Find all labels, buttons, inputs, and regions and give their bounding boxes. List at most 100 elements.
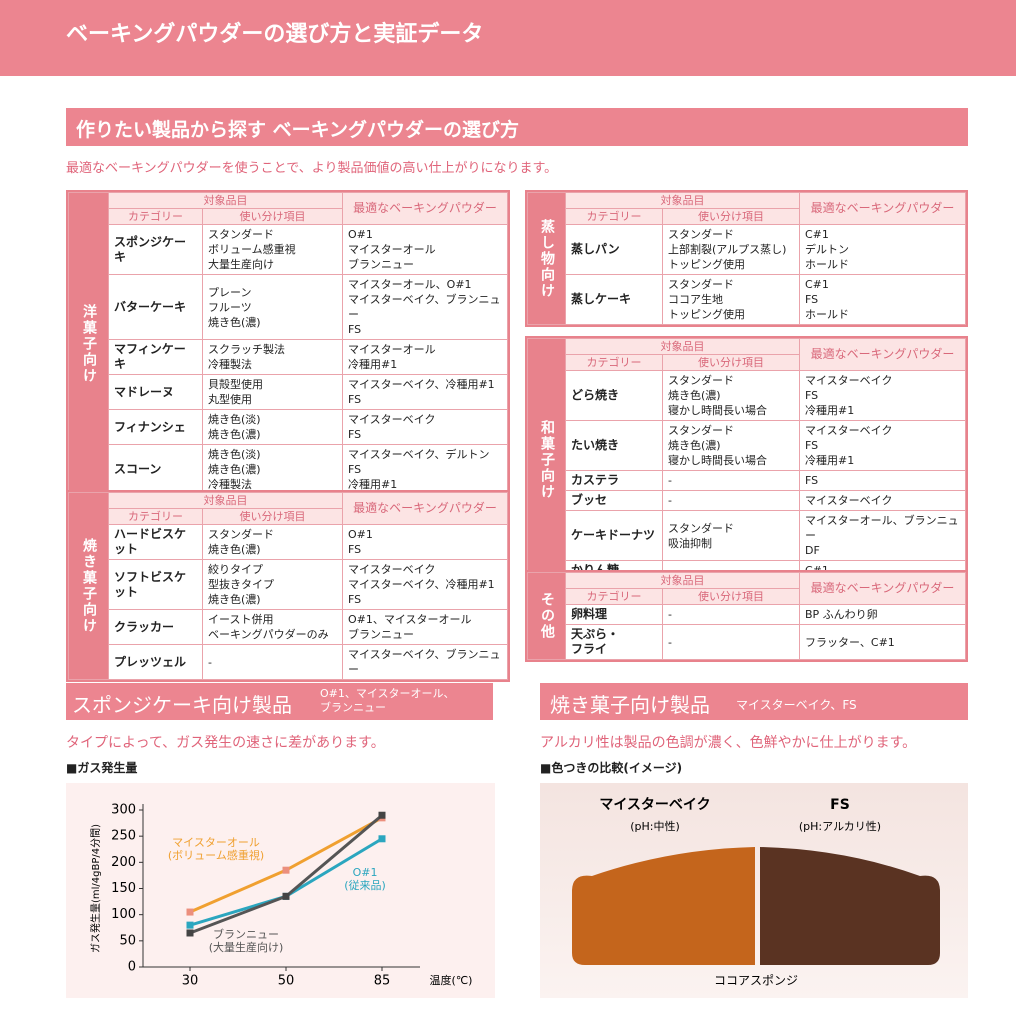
usage: イースト併用ベーキングパウダーのみ [202,609,343,645]
line: フライ [571,642,608,656]
sponge-bar: スポンジケーキ向け製品 O#1、マイスターオール、 ブランニュー [66,683,493,720]
line: 吸油抑制 [668,536,712,550]
baked-bar: 焼き菓子向け製品 マイスターベイク、FS [540,683,968,720]
usage: プレーン フルーツ 焼き色(濃) [202,274,343,340]
line: C#1 [805,278,829,291]
header-row: 蒸し物向け 対象品目 最適なベーキングパウダー [527,192,966,325]
row: 卵料理 - BP ふんわり卵 [528,604,966,625]
point [378,811,386,819]
line: - [668,608,672,621]
header-cell: 使い分け項目 [662,208,800,225]
product: バターケーキ [108,274,203,340]
header-cell: 対象品目 [565,192,800,209]
usage: 焼き色(淡) 焼き色(濃) [202,409,343,445]
powder: マイスターベイク FS [342,409,508,445]
powder: O#1、マイスターオール ブランニュー [342,609,508,645]
product: マフィンケーキ [108,339,203,375]
y-tick-label: 100 [111,907,136,922]
powder: マイスターベイク マイスターベイク、冷種用#1 FS [342,559,508,610]
line: - [668,494,672,507]
gas-chart: 0 50 100 150 200 250 300 30 50 85 ガス発生量(ml/4gBP/4分… [66,783,495,998]
line: - [208,655,212,669]
line: 焼き色(濃) [668,389,721,402]
line: 焼き色(淡) [208,413,261,426]
product: 蒸しケーキ [565,274,663,325]
line: マフィンケーキ [114,342,186,371]
line: 冷種用#1 [348,478,398,491]
line: フラッター、C#1 [805,635,895,649]
row: 蒸しパン スタンダード 上部割裂(アルプス蒸し) トッピング使用 C#1 デルトン ホールド [528,224,966,275]
section-title: 作りたい製品から探す ベーキングパウダーの選び方 [76,119,520,141]
header-cell: 使い分け項目 [202,508,343,525]
line: 焼き色(濃) [208,463,261,476]
series-label: O#1 [353,866,378,879]
product: マドレーヌ [108,374,203,410]
line: - [668,635,672,649]
usage: 焼き色(淡) 焼き色(濃) 冷種製法 [202,444,343,495]
line: 焼き色(淡) [208,448,261,461]
header-cell: 最適なベーキングパウダー [342,192,508,225]
header-row: 和菓子向け 対象品目 最適なベーキングパウダー [527,338,966,581]
cake-right [760,847,940,965]
usage: スタンダード ココア生地 トッピング使用 [662,274,800,325]
line: 蒸しケーキ [571,292,632,306]
series-label: ブランニュー [213,927,279,941]
usage: - [662,624,800,660]
line: フィナンシェ [114,419,186,434]
series-note: (大量生産向け) [209,940,284,954]
line: トッピング使用 [668,308,745,321]
header-cell: カテゴリー [108,508,203,525]
baked-description: アルカリ性は製品の色調が濃く、色鮮やかに仕上がります。 [540,735,917,751]
line: フルーツ [208,300,252,314]
line: O#1 [348,228,373,241]
line: ベーキングパウダーのみ [208,628,329,641]
line: マイスターベイク、デルトン [348,448,490,461]
header-cell: 対象品目 [565,338,800,355]
sponge-title: スポンジケーキ向け製品 [72,693,292,717]
line: スタンダード [668,228,734,241]
header-cell: 使い分け項目 [662,354,800,371]
line: ブランニュー [348,628,414,641]
table-block: 和菓子向け 対象品目 最適なベーキングパウダー カテゴリー 使い分け項目 どら焼き スタンダ… [525,336,968,583]
product: O#1、マイスターオール、 [320,687,455,700]
line: 焼き色(濃) [668,439,721,452]
usage: スタンダード 焼き色(濃) 寝かし時間長い場合 [662,370,800,421]
point [378,835,386,843]
line: マイスターベイク [348,413,436,426]
header-cell: 最適なベーキングパウダー [799,192,966,225]
powder: マイスターベイク FS 冷種用#1 [799,370,966,421]
line: マイスターオール [348,243,436,256]
usage: スタンダード ボリューム感重視 大量生産向け [202,224,343,275]
line: 冷種製法 [208,478,252,491]
row: 天ぷら・ フライ - フラッター、C#1 [528,624,966,660]
line: FS [805,439,819,452]
product: 蒸しパン [565,224,663,275]
line: マイスターオール、ブランニュー [805,514,959,542]
line: 冷種製法 [208,358,252,371]
cake-left [572,847,755,965]
line: 焼き色(濃) [208,315,261,329]
line: プレッツェル [114,654,187,669]
line: マイスターオール、O#1 [348,278,472,291]
table-block: 蒸し物向け 対象品目 最適なベーキングパウダー カテゴリー 使い分け項目 蒸しパン スタンダ… [525,190,968,327]
line: イースト併用 [208,613,274,626]
x-tick-label: 30 [182,974,199,989]
header-row: カテゴリー 使い分け項目 [528,354,966,371]
powder: C#1 デルトン ホールド [799,224,966,275]
row: ハードビスケット スタンダード 焼き色(濃) O#1 FS [69,524,508,560]
x-axis-title: 温度(℃) [430,973,473,987]
table-block: 焼き菓子向け 対象品目 最適なベーキングパウダー カテゴリー 使い分け項目 ハードビスケッ… [66,490,510,682]
series-note: (ボリューム感重視) [168,848,264,862]
row: ケーキドーナツ スタンダード 吸油抑制 マイスターオール、ブランニュー DF [528,510,966,561]
usage: - [662,470,800,491]
powder: マイスターベイク [799,490,966,511]
powder: BP ふんわり卵 [799,604,966,625]
row: クラッカー イースト併用 ベーキングパウダーのみ O#1、マイスターオール ブランニュー [69,609,508,645]
table: 和菓子向け 対象品目 最適なベーキングパウダー カテゴリー 使い分け項目 どら焼き スタンダ… [527,338,966,581]
header-cell: 最適なベーキングパウダー [799,572,966,605]
line: - [668,474,672,487]
header-title: ベーキングパウダーの選び方と実証データ [66,22,484,47]
side-label: 蒸し物向け [527,192,566,325]
side-label: 和菓子向け [527,338,566,581]
powder: C#1 FS ホールド [799,274,966,325]
